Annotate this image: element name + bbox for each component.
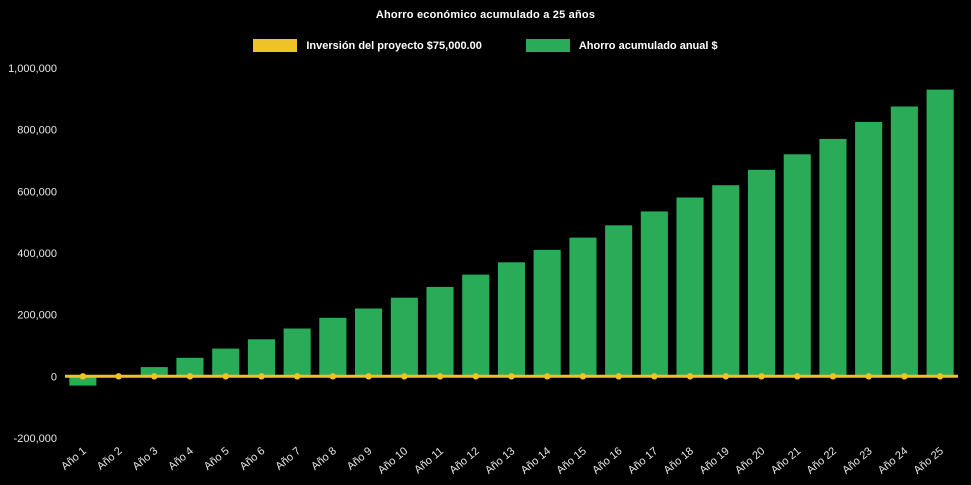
bar-Año-1[interactable] [69,376,97,386]
investment-marker-icon[interactable] [222,373,229,380]
bar-Año-3[interactable] [140,367,168,377]
bar-Año-8[interactable] [319,317,347,377]
investment-marker-icon[interactable] [651,373,658,380]
x-axis-tick-label: Año 5 [202,445,232,473]
x-axis-tick-label: Año 23 [840,445,874,477]
investment-marker-icon[interactable] [365,373,372,380]
bar-Año-7[interactable] [283,328,311,377]
legend: Inversión del proyecto $75,000.00 Ahorro… [0,39,971,52]
x-axis-tick-label: Año 17 [626,445,660,477]
investment-marker-icon[interactable] [615,373,622,380]
x-axis-tick-label: Año 10 [376,445,410,477]
bar-Año-23[interactable] [855,122,883,377]
bar-Año-24[interactable] [890,106,918,377]
investment-marker-icon[interactable] [579,373,587,380]
legend-item-investment[interactable]: Inversión del proyecto $75,000.00 [253,39,482,52]
bar-Año-20[interactable] [748,169,776,377]
investment-marker-icon[interactable] [544,373,551,380]
x-axis-tick-label: Año 2 [95,445,125,473]
investment-marker-icon[interactable] [758,373,765,380]
chart-title: Ahorro económico acumulado a 25 años [375,9,596,21]
investment-marker-icon[interactable] [686,373,694,380]
bar-Año-25[interactable] [926,89,954,377]
bar-Año-16[interactable] [605,225,633,377]
investment-marker-icon[interactable] [436,373,444,380]
investment-marker-icon[interactable] [115,373,122,380]
investment-marker-icon[interactable] [329,373,337,380]
x-axis-tick-label: Año 8 [309,445,339,473]
bar-Año-14[interactable] [533,249,561,377]
investment-marker-icon[interactable] [186,373,194,380]
savings-swatch-icon [525,39,570,52]
bar-Año-10[interactable] [390,297,418,377]
y-axis-tick-label: -200,000 [14,433,57,445]
x-axis-tick-label: Año 6 [238,445,268,473]
bar-Año-12[interactable] [462,274,490,377]
bar-Año-22[interactable] [819,138,847,377]
x-axis-tick-label: Año 3 [130,445,160,473]
investment-marker-icon[interactable] [865,373,872,380]
y-axis-tick-label: 800,000 [17,125,57,137]
bar-Año-5[interactable] [212,348,240,377]
investment-marker-icon[interactable] [79,373,87,380]
bar-Año-21[interactable] [783,154,811,377]
investment-marker-icon[interactable] [151,373,158,380]
legend-label-savings: Ahorro acumulado anual $ [578,39,718,52]
x-axis-tick-label: Año 13 [483,445,517,477]
x-axis-tick-label: Año 4 [166,445,196,473]
y-axis-tick-label: 600,000 [17,186,57,198]
bar-Año-11[interactable] [426,286,454,377]
investment-marker-icon[interactable] [794,373,801,380]
investment-marker-icon[interactable] [472,373,479,380]
bar-Año-6[interactable] [247,339,275,377]
x-axis-tick-label: Año 12 [447,445,481,477]
bar-Año-9[interactable] [355,308,383,377]
y-axis-tick-label: 400,000 [17,248,57,260]
investment-marker-icon[interactable] [508,373,515,380]
y-axis-tick-label: 200,000 [17,310,57,322]
x-axis-tick-label: Año 18 [662,445,696,477]
investment-marker-icon[interactable] [294,373,301,380]
x-axis-tick-label: Año 19 [697,445,731,477]
investment-marker-icon[interactable] [258,373,265,380]
investment-marker-icon[interactable] [722,373,729,380]
x-axis-tick-label: Año 9 [345,445,375,473]
x-axis-tick-label: Año 21 [769,445,803,477]
x-axis-tick-label: Año 20 [733,445,767,477]
bar-Año-15[interactable] [569,237,597,377]
bar-Año-4[interactable] [176,357,204,377]
x-axis-tick-label: Año 24 [876,445,910,477]
bar-Año-13[interactable] [497,262,525,377]
bar-Año-18[interactable] [676,197,704,377]
x-axis-tick-label: Año 7 [273,445,303,473]
x-axis-tick-label: Año 25 [912,445,946,477]
investment-marker-icon[interactable] [936,373,944,380]
x-axis-tick-label: Año 11 [412,445,446,476]
x-axis-tick-label: Año 22 [804,445,838,477]
y-axis-tick-label: 1,000,000 [8,63,57,75]
x-axis-tick-label: Año 1 [59,445,89,473]
legend-label-investment: Inversión del proyecto $75,000.00 [306,39,482,52]
investment-marker-icon[interactable] [829,373,837,380]
legend-item-savings[interactable]: Ahorro acumulado anual $ [525,39,718,52]
x-axis-tick-label: Año 14 [519,445,553,477]
x-axis-tick-label: Año 16 [590,445,624,477]
investment-swatch-icon [253,39,298,52]
investment-marker-icon[interactable] [901,373,908,380]
bar-Año-17[interactable] [640,211,668,377]
x-axis-tick-label: Año 15 [554,445,588,477]
y-axis-tick-label: 0 [51,371,57,383]
bar-Año-19[interactable] [712,185,740,377]
investment-marker-icon[interactable] [401,373,408,380]
